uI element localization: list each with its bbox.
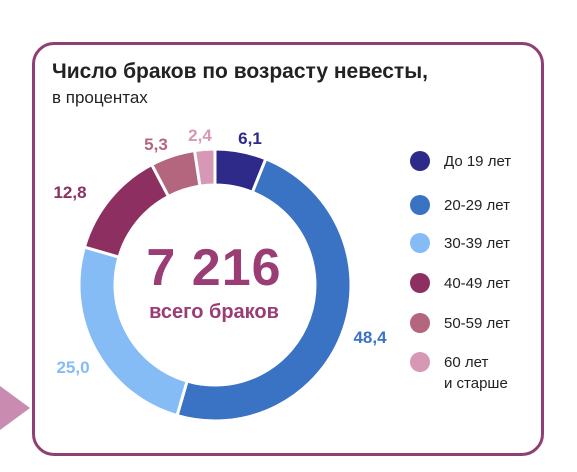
legend-swatch [410,352,430,372]
decorative-arrow [0,386,30,430]
legend-swatch [410,151,430,171]
chart-title: Число браков по возрасту невесты, [52,60,428,83]
legend-label: 60 лет и старше [444,352,508,394]
total-caption: всего браков [149,301,279,323]
data-label-under-19: 6,1 [238,129,262,148]
data-label-50-59: 5,3 [144,135,168,154]
chart-subtitle: в процентах [52,88,148,107]
legend-label-line1: 60 лет [444,354,489,371]
data-label-40-49: 12,8 [53,183,86,202]
legend-label: 30-39 лет [444,235,510,252]
data-label-60-plus: 2,4 [188,126,212,145]
segment-60-plus [192,147,217,188]
data-label-20-29: 48,4 [353,328,387,347]
legend-label: До 19 лет [444,153,512,170]
segment-20-29 [175,156,353,423]
legend-swatch [410,233,430,253]
data-label-30-39: 25,0 [56,358,89,377]
legend-swatch [410,273,430,293]
total-value: 7 216 [146,239,282,297]
legend-swatch [410,313,430,333]
legend-label: 20-29 лет [444,197,510,214]
legend-label: 40-49 лет [444,275,510,292]
legend-label-line2: и старше [444,375,508,392]
legend-swatch [410,195,430,215]
legend-label: 50-59 лет [444,315,510,332]
